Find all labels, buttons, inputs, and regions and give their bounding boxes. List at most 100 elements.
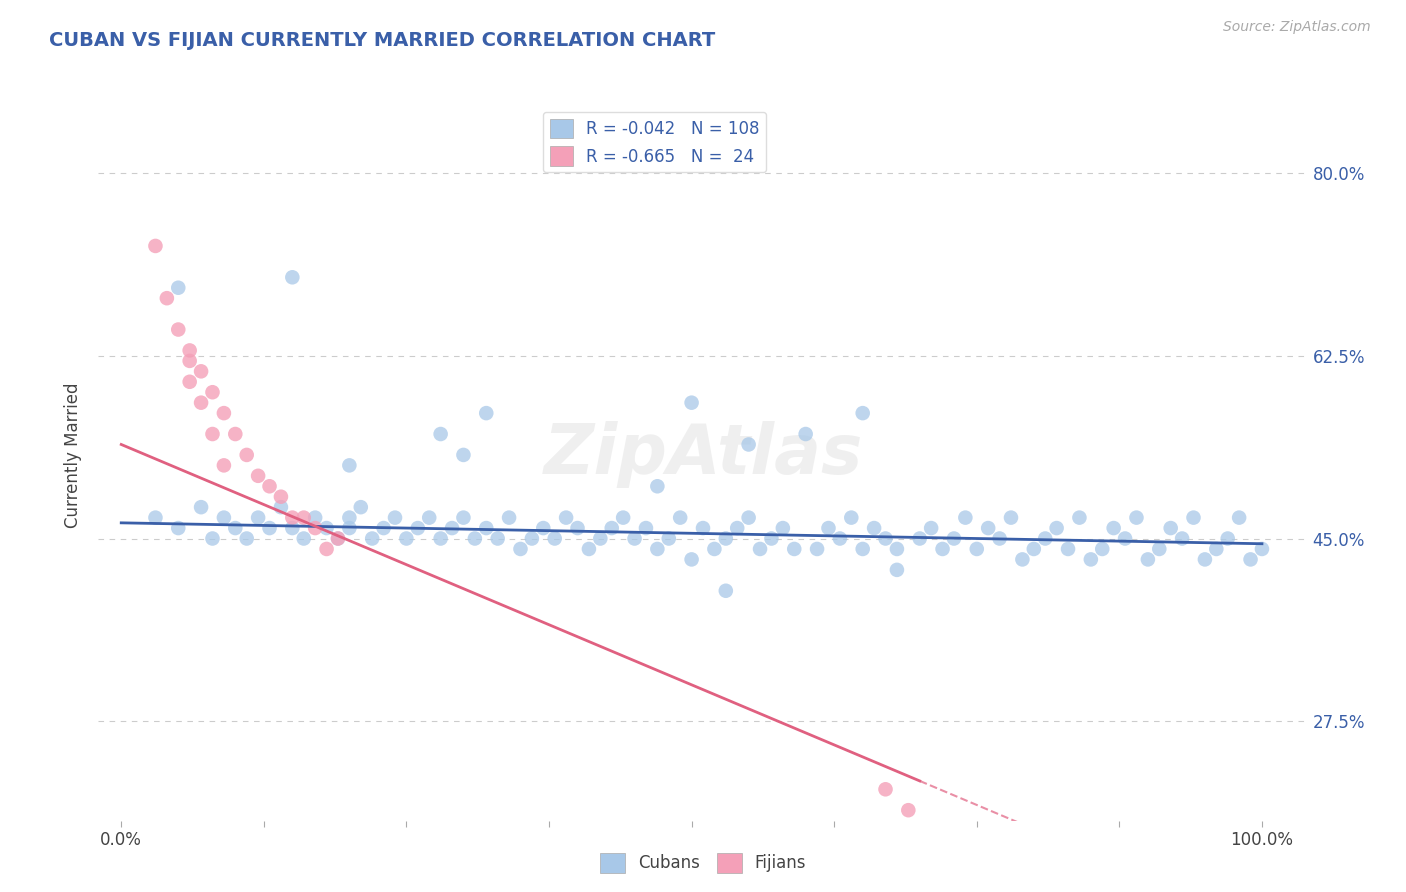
Point xyxy=(1011,552,1033,566)
Point xyxy=(235,448,257,462)
Point xyxy=(1125,510,1147,524)
Point xyxy=(647,541,669,556)
Point xyxy=(1251,541,1274,556)
Point xyxy=(475,521,498,535)
Point xyxy=(783,541,806,556)
Point xyxy=(1227,510,1250,524)
Point xyxy=(1102,521,1125,535)
Point xyxy=(839,510,862,524)
Point xyxy=(772,521,794,535)
Point xyxy=(714,583,737,598)
Point xyxy=(966,541,988,556)
Point xyxy=(270,500,292,515)
Point xyxy=(179,343,201,358)
Point xyxy=(453,448,475,462)
Point xyxy=(647,479,669,493)
Point xyxy=(852,541,875,556)
Point xyxy=(942,532,965,546)
Point xyxy=(201,427,224,442)
Point xyxy=(441,521,464,535)
Point xyxy=(292,510,315,524)
Point xyxy=(555,510,578,524)
Point xyxy=(350,500,373,515)
Point xyxy=(281,270,304,285)
Point xyxy=(817,521,839,535)
Point xyxy=(794,427,817,442)
Point xyxy=(1205,541,1227,556)
Point xyxy=(315,541,337,556)
Point xyxy=(224,521,246,535)
Point xyxy=(714,532,737,546)
Point xyxy=(337,521,360,535)
Point xyxy=(737,510,759,524)
Point xyxy=(247,468,270,483)
Text: Source: ZipAtlas.com: Source: ZipAtlas.com xyxy=(1223,20,1371,34)
Point xyxy=(589,532,612,546)
Point xyxy=(1194,552,1216,566)
Point xyxy=(1091,541,1114,556)
Point xyxy=(600,521,623,535)
Point xyxy=(453,510,475,524)
Point xyxy=(886,563,908,577)
Point xyxy=(1046,521,1069,535)
Point xyxy=(1171,532,1194,546)
Point xyxy=(1239,552,1261,566)
Point xyxy=(875,532,897,546)
Point xyxy=(1057,541,1080,556)
Point xyxy=(1114,532,1136,546)
Point xyxy=(304,510,326,524)
Point xyxy=(156,291,179,305)
Point xyxy=(212,458,235,473)
Point xyxy=(623,532,645,546)
Point xyxy=(828,532,851,546)
Point xyxy=(908,532,931,546)
Point xyxy=(1136,552,1159,566)
Point xyxy=(292,532,315,546)
Point xyxy=(395,532,418,546)
Point xyxy=(326,532,349,546)
Point xyxy=(167,322,190,336)
Point xyxy=(201,532,224,546)
Point xyxy=(190,395,212,409)
Point xyxy=(886,541,908,556)
Point xyxy=(304,521,326,535)
Point xyxy=(863,521,886,535)
Point xyxy=(259,479,281,493)
Point xyxy=(897,803,920,817)
Point xyxy=(931,541,953,556)
Point xyxy=(567,521,589,535)
Point xyxy=(337,458,360,473)
Point xyxy=(669,510,692,524)
Point xyxy=(281,521,304,535)
Point xyxy=(1069,510,1091,524)
Point xyxy=(531,521,554,535)
Point xyxy=(725,521,748,535)
Point xyxy=(201,385,224,400)
Point xyxy=(429,427,451,442)
Point xyxy=(179,375,201,389)
Point xyxy=(406,521,429,535)
Point xyxy=(955,510,977,524)
Point xyxy=(212,406,235,420)
Point xyxy=(179,354,201,368)
Point xyxy=(544,532,567,546)
Text: CUBAN VS FIJIAN CURRENTLY MARRIED CORRELATION CHART: CUBAN VS FIJIAN CURRENTLY MARRIED CORREL… xyxy=(49,31,716,50)
Point xyxy=(634,521,657,535)
Point xyxy=(224,427,246,442)
Point xyxy=(190,364,212,378)
Point xyxy=(1033,532,1056,546)
Point xyxy=(361,532,384,546)
Text: ZipAtlas: ZipAtlas xyxy=(543,421,863,489)
Point xyxy=(475,406,498,420)
Point xyxy=(145,239,167,253)
Point xyxy=(520,532,543,546)
Point xyxy=(235,532,257,546)
Point xyxy=(852,406,875,420)
Point xyxy=(259,521,281,535)
Point xyxy=(509,541,531,556)
Point xyxy=(692,521,714,535)
Point xyxy=(326,532,349,546)
Point xyxy=(806,541,828,556)
Point xyxy=(1182,510,1205,524)
Point xyxy=(464,532,486,546)
